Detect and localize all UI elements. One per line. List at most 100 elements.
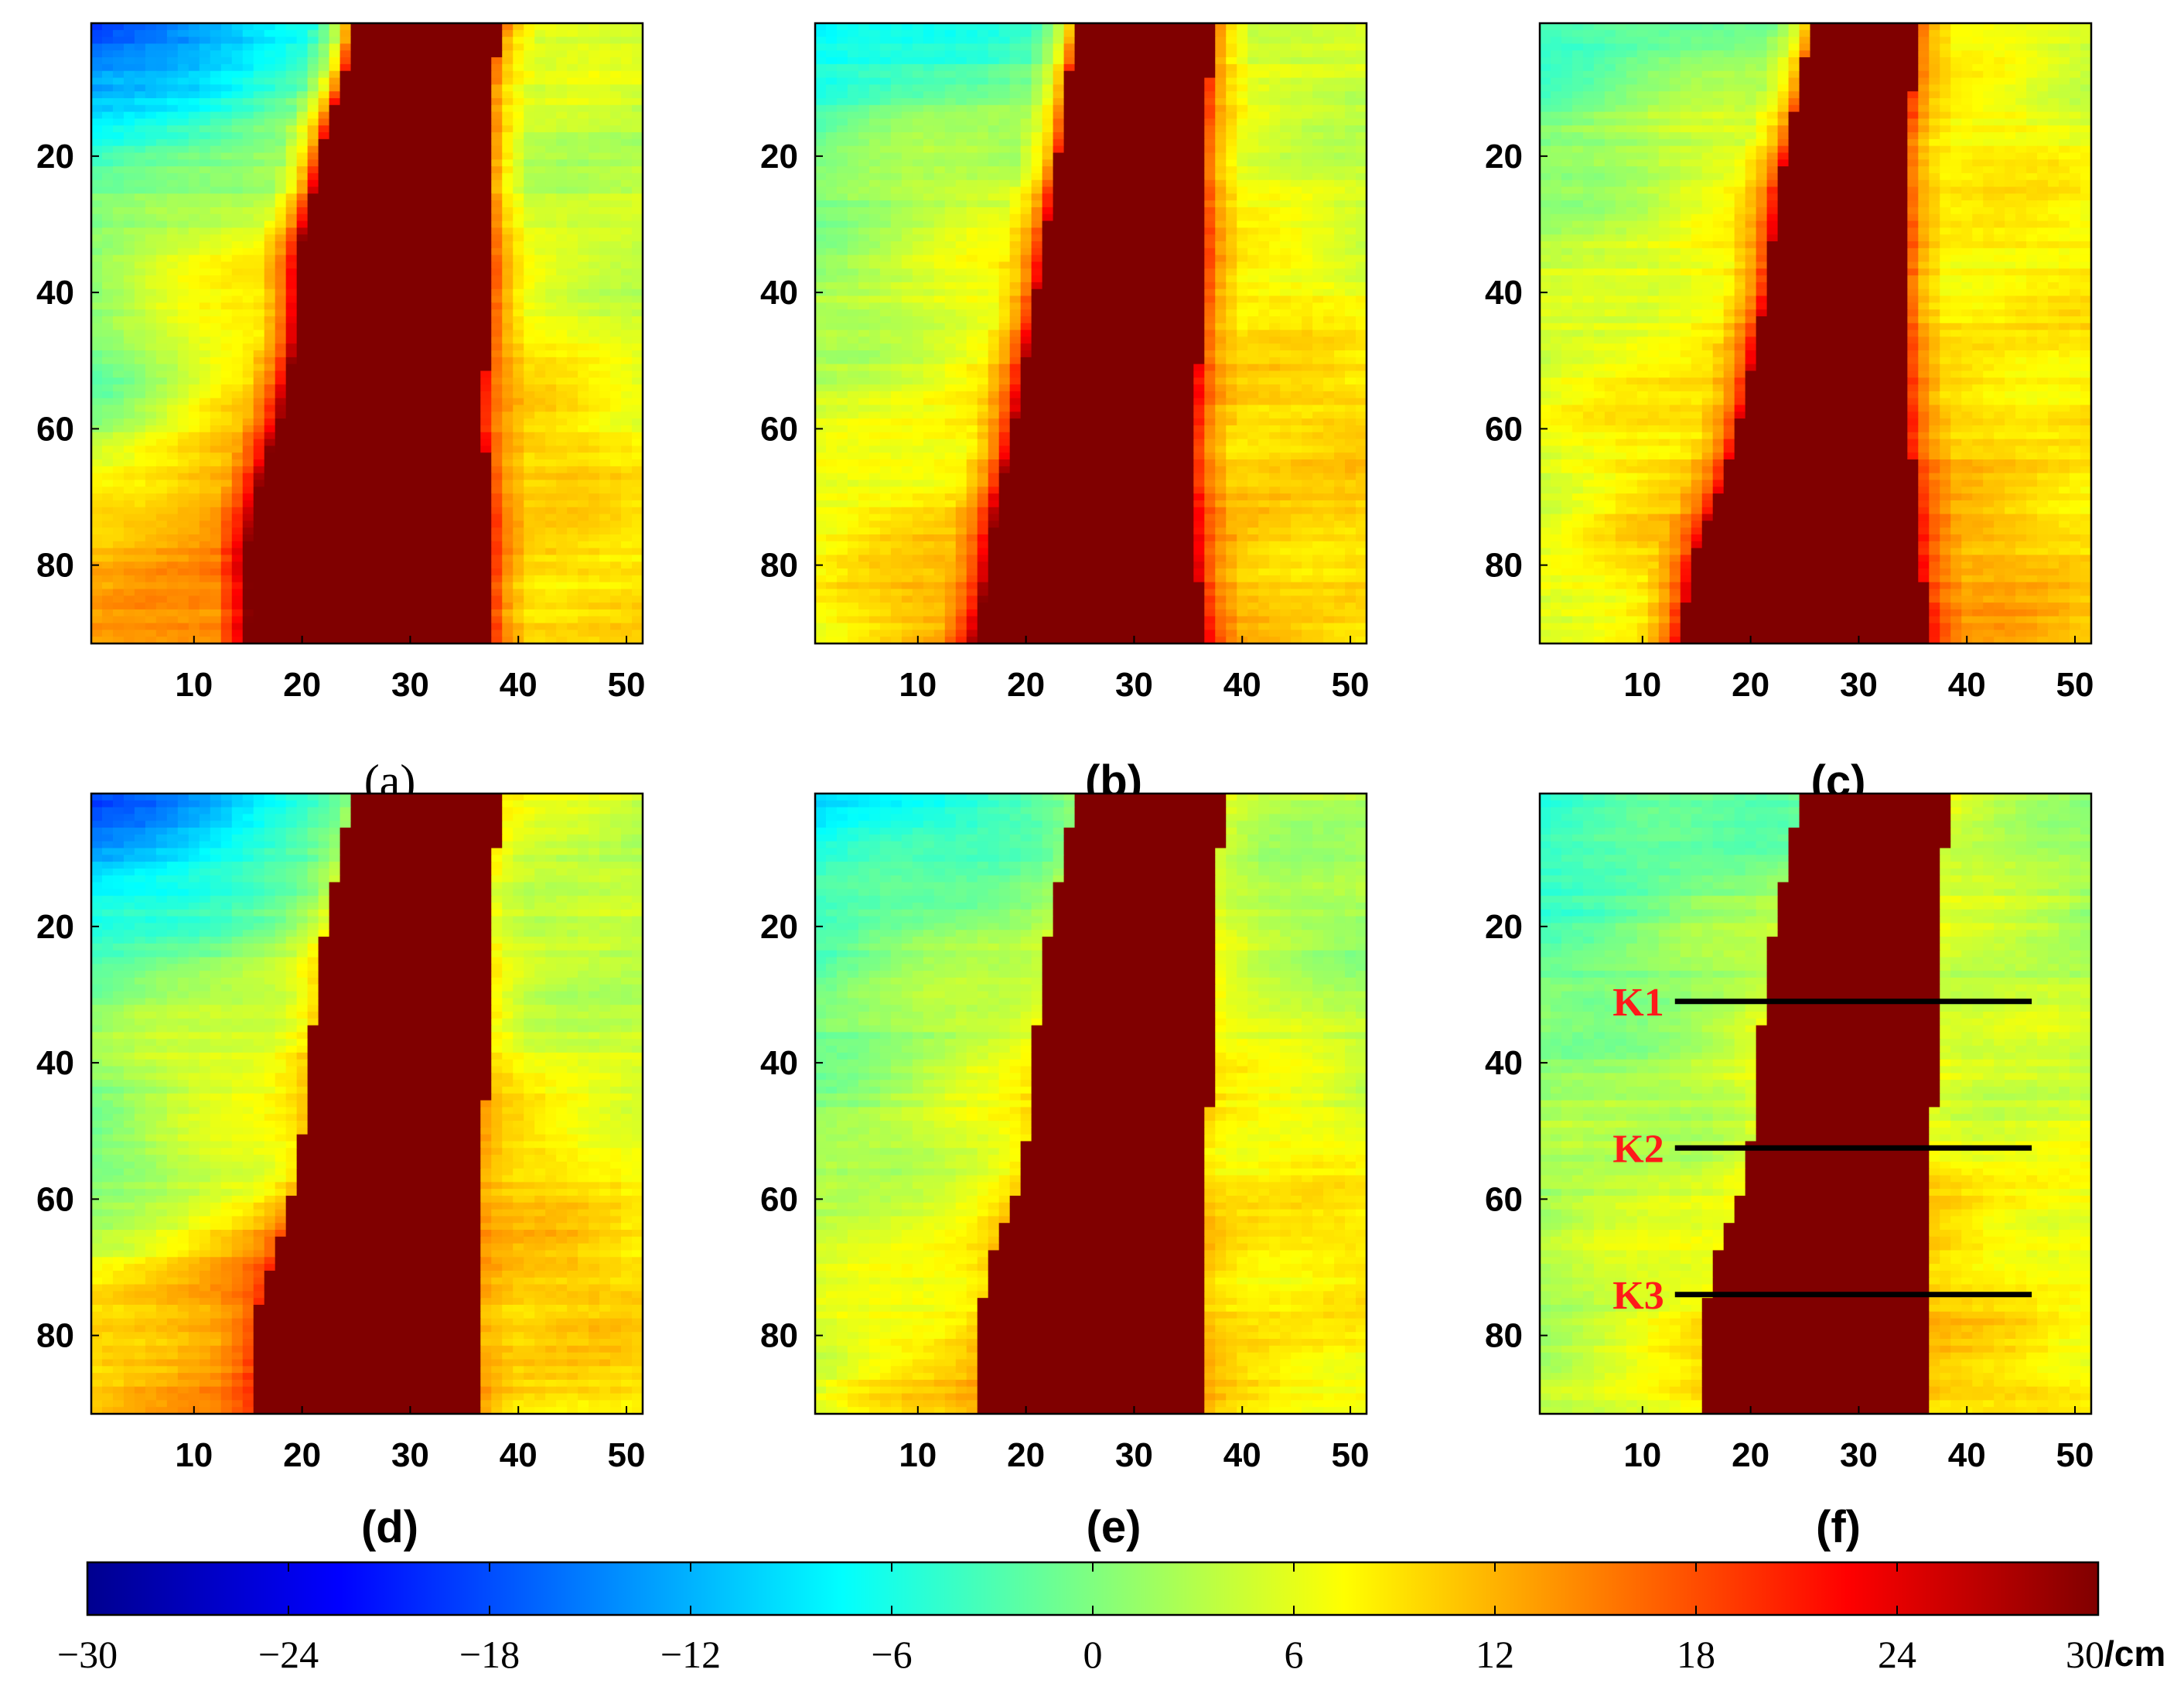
panel-b-cell: [1345, 193, 1356, 201]
panel-b-cell: [912, 36, 924, 45]
panel-a-cell: [177, 179, 189, 188]
panel-b-cell: [868, 391, 881, 399]
panel-b-cell: [858, 275, 870, 283]
panel-b-cell: [1291, 193, 1302, 201]
panel-b-cell: [815, 57, 827, 65]
panel-a-cell: [264, 179, 276, 188]
panel-b-cell: [1323, 275, 1335, 283]
panel-a-cell: [91, 207, 103, 215]
panel-a-cell: [578, 596, 589, 603]
panel-a-cell: [545, 405, 557, 412]
panel-b-cell: [847, 57, 859, 65]
panel-a-cell: [534, 77, 546, 85]
panel-b-cell: [1258, 213, 1270, 222]
panel-b-cell: [1334, 247, 1346, 256]
panel-b-cell: [955, 391, 967, 399]
panel-a-cell: [578, 364, 589, 372]
panel-a-cell: [264, 282, 276, 290]
panel-b-cell: [1042, 166, 1054, 174]
panel-a-cell: [101, 391, 114, 399]
panel-a-cell: [621, 445, 633, 453]
panel-a-cell: [91, 50, 103, 58]
panel-a-cell: [210, 43, 222, 51]
panel-a-cell: [145, 603, 157, 610]
panel-b-cell: [1280, 125, 1292, 133]
panel-a-cell: [123, 343, 135, 351]
panel-b-cell: [1074, 63, 1216, 72]
panel-b-cell: [1009, 384, 1022, 392]
panel-a-cell: [177, 227, 189, 235]
panel-a-cell: [123, 186, 135, 194]
panel-a-cell: [199, 23, 211, 31]
panel-b-cell: [1247, 172, 1259, 181]
panel-a-cell: [91, 439, 103, 447]
panel-b-cell: [1053, 50, 1065, 58]
panel-a-cell: [491, 534, 503, 542]
panel-a-cell: [285, 118, 298, 126]
panel-a-cell: [556, 521, 568, 528]
panel-b-cell: [1269, 275, 1281, 283]
panel-a-cell: [578, 343, 589, 351]
panel-b-cell: [868, 84, 881, 92]
panel-a-cell: [166, 548, 179, 556]
panel-a-cell: [318, 23, 330, 31]
panel-a-cell: [199, 159, 211, 167]
panel-a-cell: [621, 480, 633, 487]
panel-b-cell: [944, 159, 957, 167]
panel-a-cell: [188, 521, 200, 528]
panel-a-cell: [220, 568, 233, 576]
panel-b-cell: [1323, 357, 1335, 365]
panel-b-cell: [1226, 97, 1237, 106]
panel-a-cell: [524, 186, 535, 194]
panel-b-cell: [890, 207, 903, 215]
panel-a-cell: [112, 459, 125, 467]
panel-a-cell: [220, 596, 233, 603]
panel-a-cell: [177, 377, 189, 385]
panel-a-cell: [101, 596, 114, 603]
panel-b-cell: [1031, 207, 1043, 215]
panel-b-cell: [955, 200, 967, 208]
panel-a-cell: [91, 227, 103, 235]
panel-a-cell: [567, 84, 578, 92]
panel-a-cell: [134, 77, 146, 85]
panel-a-cell: [145, 268, 157, 276]
panel-a-cell: [621, 323, 633, 331]
panel-b-cell: [1226, 241, 1237, 249]
panel-a-cell: [524, 493, 535, 501]
panel-a-cell: [513, 316, 524, 324]
panel-b-cell: [858, 391, 870, 399]
panel-b-cell: [1020, 309, 1032, 317]
panel-b-cell: [890, 29, 903, 38]
panel-b-cell: [1020, 186, 1032, 194]
panel-b-cell: [1226, 159, 1237, 167]
panel-b-cell: [998, 70, 1011, 79]
panel-b-cell: [1269, 97, 1281, 106]
panel-a-cell: [188, 418, 200, 426]
panel-b-cell: [1042, 227, 1205, 235]
panel-b-cell: [1356, 364, 1367, 372]
panel-b-cell: [890, 138, 903, 147]
panel-a-cell: [621, 91, 633, 99]
panel-a-cell: [112, 364, 125, 372]
panel-b-cell: [1334, 145, 1346, 154]
panel-b-cell: [1009, 288, 1022, 297]
panel-b-cell: [1345, 234, 1356, 242]
panel-b-cell: [1215, 241, 1227, 249]
panel-a-cell: [275, 261, 287, 269]
panel-a-cell: [112, 603, 135, 610]
panel-b-cell: [944, 282, 957, 290]
panel-a-cell: [177, 480, 189, 487]
panel-a-cell: [91, 275, 103, 283]
panel-b-cell: [1345, 172, 1356, 181]
panel-a-cell: [285, 29, 298, 38]
panel-a-cell: [91, 57, 103, 65]
panel-a-cell: [188, 616, 200, 624]
panel-a-cell: [145, 138, 157, 147]
panel-b-cell: [858, 138, 870, 147]
panel-a-cell: [275, 125, 287, 133]
panel-a-cell: [621, 50, 633, 58]
panel-b-cell: [1345, 357, 1356, 365]
panel-a-cell: [166, 500, 179, 508]
panel-b-cell: [1269, 268, 1281, 276]
panel-b-cell: [1215, 377, 1227, 385]
